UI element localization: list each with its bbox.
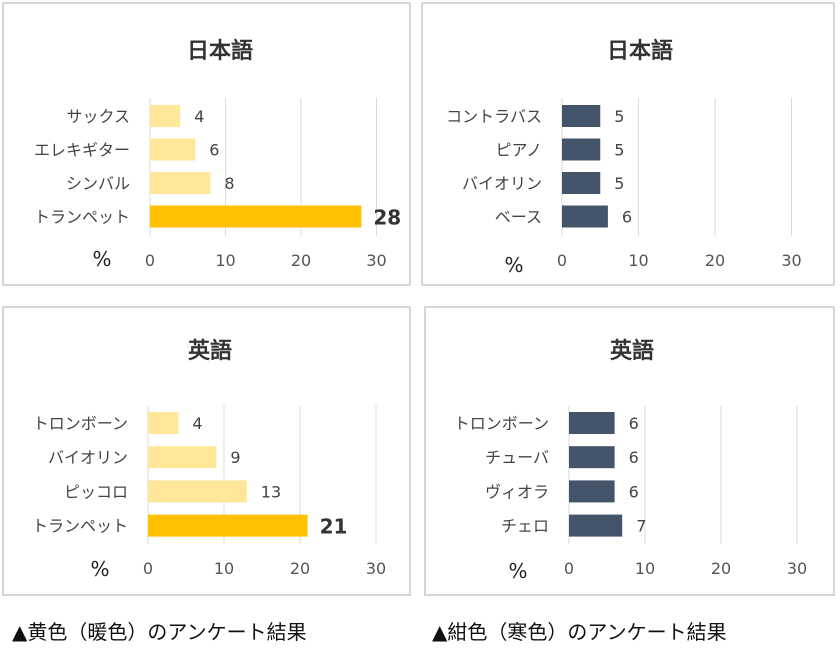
- chart-title: 日本語: [607, 38, 673, 64]
- data-label: 4: [194, 107, 204, 126]
- data-label: 5: [614, 107, 624, 126]
- data-label: 5: [614, 174, 624, 193]
- data-label: 13: [261, 482, 281, 501]
- data-label: 9: [230, 448, 240, 467]
- data-label: 6: [209, 141, 219, 160]
- category-label: バイオリン: [48, 448, 128, 467]
- unit-label: %: [90, 557, 109, 581]
- bar: [569, 446, 615, 469]
- bar: [148, 514, 308, 537]
- bar: [562, 138, 601, 161]
- data-label: 6: [629, 448, 639, 467]
- category-label: バイオリン: [462, 174, 542, 193]
- data-label: 7: [636, 517, 646, 536]
- bar: [562, 205, 608, 228]
- data-label: 6: [629, 414, 639, 433]
- category-label: トロンボーン: [454, 414, 549, 433]
- x-tick-label: 10: [214, 559, 234, 578]
- bar: [569, 514, 623, 537]
- category-label: チェロ: [501, 517, 549, 536]
- chart-panel-cold-english: 英語トロンボーン 6 チューバ 6 ヴィオラ 6 チェロ 7 0 10 20 30%: [424, 306, 835, 596]
- chart-title: 英語: [610, 338, 654, 364]
- bar: [148, 446, 217, 469]
- x-tick-label: 30: [787, 559, 807, 578]
- bar: [150, 205, 362, 228]
- caption-warm: ▲黄色（暖色）のアンケート結果: [12, 620, 307, 644]
- data-label: 6: [629, 482, 639, 501]
- x-tick-label: 20: [711, 559, 731, 578]
- x-tick-label: 30: [781, 251, 801, 270]
- category-label: サックス: [66, 107, 130, 126]
- x-tick-label: 0: [143, 559, 153, 578]
- x-tick-label: 30: [366, 251, 386, 270]
- bar: [148, 412, 179, 434]
- data-label: 4: [192, 414, 202, 433]
- data-label: 8: [224, 174, 234, 193]
- unit-label: %: [504, 253, 523, 277]
- category-label: チューバ: [485, 448, 549, 467]
- x-tick-label: 10: [628, 251, 648, 270]
- category-label: エレキギター: [34, 141, 130, 160]
- x-tick-label: 20: [291, 251, 311, 270]
- bar: [148, 480, 247, 503]
- x-tick-label: 0: [564, 559, 574, 578]
- bar: [150, 172, 211, 194]
- data-label: 21: [320, 515, 348, 539]
- chart-title: 日本語: [187, 38, 253, 64]
- x-tick-label: 0: [145, 251, 155, 270]
- category-label: コントラバス: [446, 107, 542, 126]
- bar: [150, 105, 181, 127]
- category-label: ピアノ: [495, 141, 542, 160]
- x-tick-label: 10: [215, 251, 235, 270]
- category-label: ヴィオラ: [485, 482, 549, 501]
- bar: [150, 138, 196, 161]
- unit-label: %: [92, 247, 111, 271]
- category-label: トランペット: [34, 208, 130, 227]
- x-tick-label: 30: [366, 559, 386, 578]
- caption-cold: ▲紺色（寒色）のアンケート結果: [432, 620, 727, 644]
- x-tick-label: 20: [290, 559, 310, 578]
- data-label: 6: [622, 208, 632, 227]
- x-tick-label: 0: [557, 251, 567, 270]
- category-label: トランペット: [32, 517, 128, 536]
- bar: [562, 172, 601, 194]
- bar: [569, 480, 615, 503]
- bar: [562, 105, 601, 127]
- category-label: ベース: [495, 208, 542, 227]
- data-label: 5: [614, 141, 624, 160]
- bar: [569, 412, 615, 434]
- data-label: 28: [373, 206, 401, 230]
- chart-title: 英語: [188, 338, 232, 364]
- x-tick-label: 20: [705, 251, 725, 270]
- chart-panel-warm-english: 英語トロンボーン 4 バイオリン 9 ピッコロ 13 トランペット 21 0 10 20 30%: [2, 306, 411, 596]
- x-tick-label: 10: [635, 559, 655, 578]
- chart-panel-cold-japanese: 日本語コントラバス 5 ピアノ 5 バイオリン 5 ベース 6 0 10 20 30%: [421, 2, 835, 286]
- unit-label: %: [508, 559, 527, 583]
- category-label: ピッコロ: [64, 482, 128, 501]
- category-label: トロンボーン: [33, 414, 128, 433]
- category-label: シンバル: [66, 174, 130, 193]
- chart-panel-warm-japanese: 日本語サックス 4 エレキギター 6 シンバル 8 トランペット 28 0 10 20 30%: [2, 2, 411, 286]
